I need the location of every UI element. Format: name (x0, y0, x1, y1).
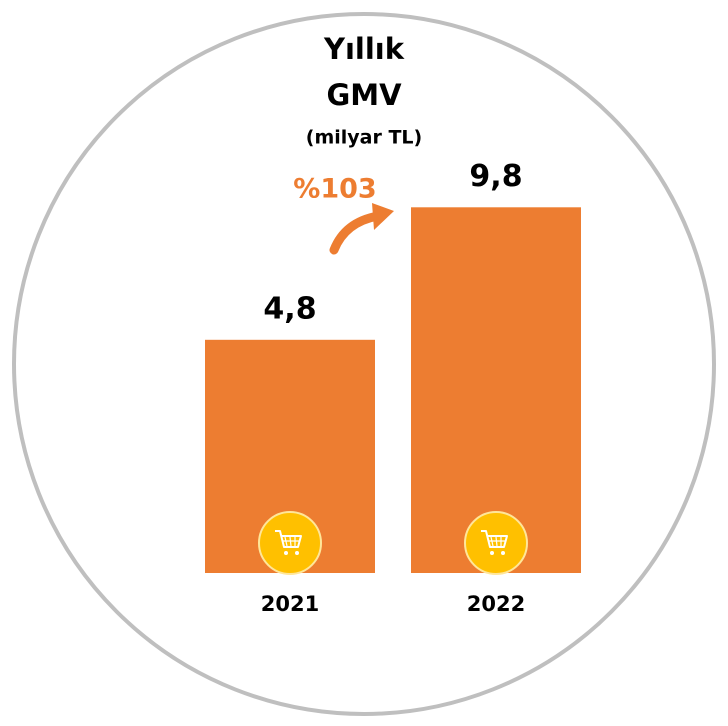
cart-wheel (295, 551, 299, 555)
x-tick-label: 2021 (261, 592, 319, 616)
x-tick-label: 2022 (467, 592, 525, 616)
cart-wheel (490, 551, 494, 555)
cart-icon (464, 511, 528, 575)
growth-arrow (329, 211, 383, 255)
value-label: 9,8 (469, 159, 522, 194)
cart-shape (275, 530, 302, 548)
cart-grid (489, 536, 505, 547)
growth-annotation: %103 (293, 174, 376, 205)
cart-wheel (501, 551, 505, 555)
growth-arrowhead (372, 203, 394, 230)
cart-badge (464, 511, 528, 575)
cart-icon (258, 511, 322, 575)
value-label: 4,8 (263, 291, 316, 326)
cart-wheel (284, 551, 288, 555)
icons (258, 511, 528, 575)
cart-shape (481, 530, 508, 548)
chart-title: Yıllık GMV (323, 32, 405, 112)
chart-subtitle: (milyar TL) (306, 127, 422, 149)
cart-badge (258, 511, 322, 575)
cart-grid (283, 536, 299, 547)
